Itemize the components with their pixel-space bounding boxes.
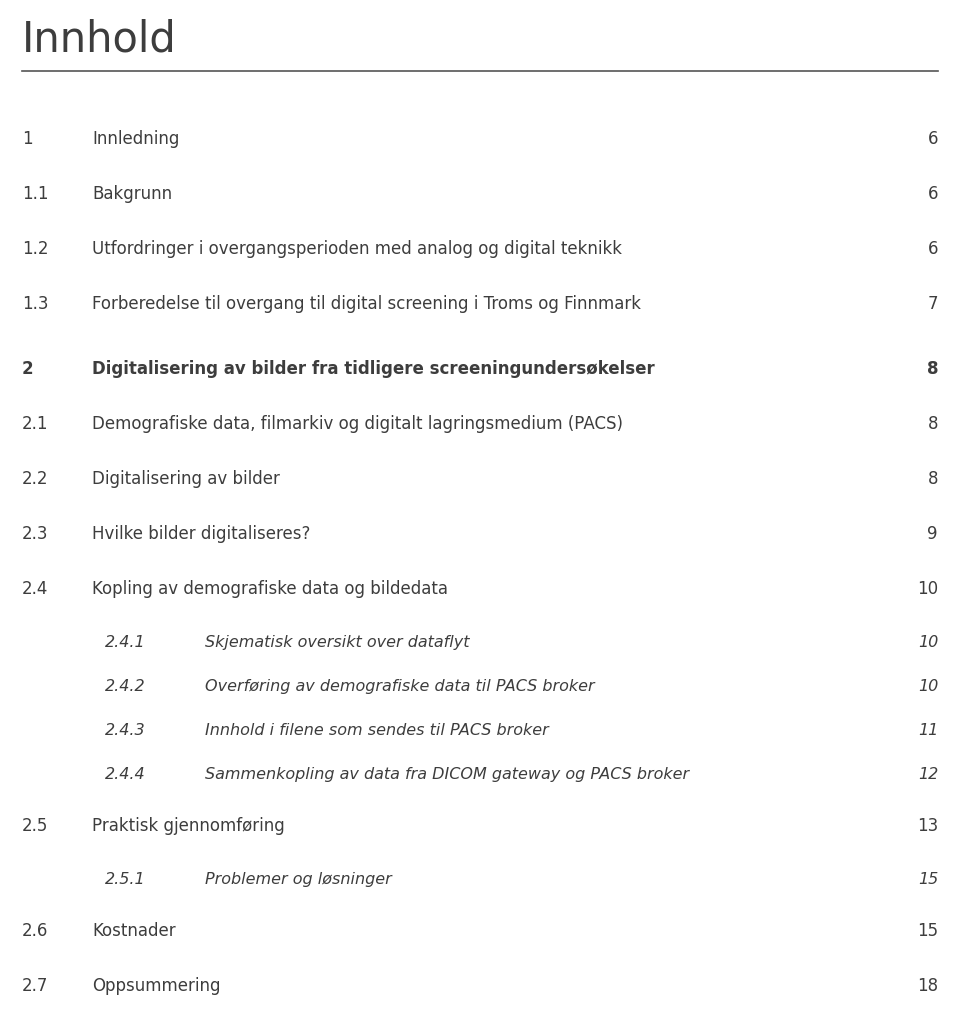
Text: 2.5: 2.5 bbox=[22, 816, 48, 834]
Text: 2.4: 2.4 bbox=[22, 579, 48, 598]
Text: 8: 8 bbox=[927, 415, 938, 433]
Text: 13: 13 bbox=[917, 816, 938, 834]
Text: 7: 7 bbox=[927, 295, 938, 312]
Text: 10: 10 bbox=[918, 634, 938, 649]
Text: 11: 11 bbox=[918, 722, 938, 737]
Text: 2.1: 2.1 bbox=[22, 415, 49, 433]
Text: Utfordringer i overgangsperioden med analog og digital teknikk: Utfordringer i overgangsperioden med ana… bbox=[92, 240, 622, 258]
Text: Digitalisering av bilder fra tidligere screeningundersøkelser: Digitalisering av bilder fra tidligere s… bbox=[92, 360, 655, 378]
Text: Oppsummering: Oppsummering bbox=[92, 976, 221, 994]
Text: 2.4.2: 2.4.2 bbox=[105, 678, 146, 694]
Text: 2.6: 2.6 bbox=[22, 921, 48, 939]
Text: 18: 18 bbox=[917, 976, 938, 994]
Text: 8: 8 bbox=[926, 360, 938, 378]
Text: Innhold i filene som sendes til PACS broker: Innhold i filene som sendes til PACS bro… bbox=[205, 722, 549, 737]
Text: 2.4.1: 2.4.1 bbox=[105, 634, 146, 649]
Text: 2.4.3: 2.4.3 bbox=[105, 722, 146, 737]
Text: 10: 10 bbox=[918, 678, 938, 694]
Text: Kostnader: Kostnader bbox=[92, 921, 176, 939]
Text: Innledning: Innledning bbox=[92, 129, 180, 148]
Text: 15: 15 bbox=[917, 921, 938, 939]
Text: 10: 10 bbox=[917, 579, 938, 598]
Text: 15: 15 bbox=[918, 871, 938, 886]
Text: 2.5.1: 2.5.1 bbox=[105, 871, 146, 886]
Text: Demografiske data, filmarkiv og digitalt lagringsmedium (PACS): Demografiske data, filmarkiv og digitalt… bbox=[92, 415, 623, 433]
Text: Kopling av demografiske data og bildedata: Kopling av demografiske data og bildedat… bbox=[92, 579, 448, 598]
Text: 2.3: 2.3 bbox=[22, 525, 49, 543]
Text: 1: 1 bbox=[22, 129, 33, 148]
Text: 6: 6 bbox=[927, 185, 938, 203]
Text: Overføring av demografiske data til PACS broker: Overføring av demografiske data til PACS… bbox=[205, 678, 594, 694]
Text: Sammenkopling av data fra DICOM gateway og PACS broker: Sammenkopling av data fra DICOM gateway … bbox=[205, 766, 689, 782]
Text: Hvilke bilder digitaliseres?: Hvilke bilder digitaliseres? bbox=[92, 525, 310, 543]
Text: Digitalisering av bilder: Digitalisering av bilder bbox=[92, 469, 280, 487]
Text: 1.3: 1.3 bbox=[22, 295, 49, 312]
Text: Forberedelse til overgang til digital screening i Troms og Finnmark: Forberedelse til overgang til digital sc… bbox=[92, 295, 641, 312]
Text: Praktisk gjennomføring: Praktisk gjennomføring bbox=[92, 816, 285, 834]
Text: 6: 6 bbox=[927, 129, 938, 148]
Text: 1.2: 1.2 bbox=[22, 240, 49, 258]
Text: Skjematisk oversikt over dataflyt: Skjematisk oversikt over dataflyt bbox=[205, 634, 469, 649]
Text: 1.1: 1.1 bbox=[22, 185, 49, 203]
Text: Innhold: Innhold bbox=[22, 18, 177, 60]
Text: Problemer og løsninger: Problemer og løsninger bbox=[205, 871, 392, 886]
Text: 2: 2 bbox=[22, 360, 34, 378]
Text: 9: 9 bbox=[927, 525, 938, 543]
Text: 6: 6 bbox=[927, 240, 938, 258]
Text: 8: 8 bbox=[927, 469, 938, 487]
Text: 2.2: 2.2 bbox=[22, 469, 49, 487]
Text: 2.4.4: 2.4.4 bbox=[105, 766, 146, 782]
Text: Bakgrunn: Bakgrunn bbox=[92, 185, 172, 203]
Text: 12: 12 bbox=[918, 766, 938, 782]
Text: 2.7: 2.7 bbox=[22, 976, 48, 994]
